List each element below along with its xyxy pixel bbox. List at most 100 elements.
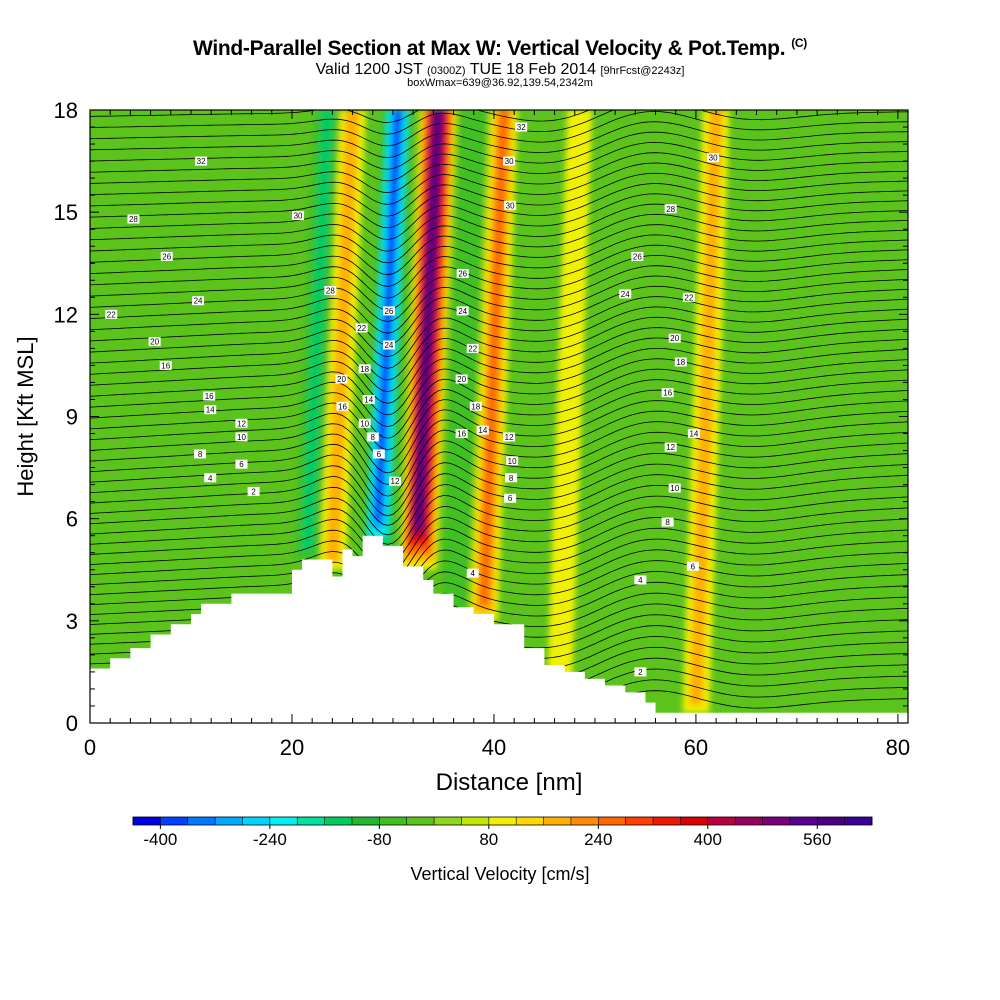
contour-label: 16 bbox=[661, 388, 674, 398]
theta-contour-line bbox=[90, 538, 908, 602]
contour-label: 26 bbox=[382, 306, 395, 316]
contour-label-text: 6 bbox=[691, 562, 696, 571]
contour-label-text: 8 bbox=[509, 474, 514, 483]
colorbar-tick-label: 400 bbox=[694, 830, 722, 849]
contour-label-bg bbox=[634, 575, 647, 585]
theta-contour-line bbox=[90, 327, 908, 393]
colorbar-swatch bbox=[242, 817, 271, 825]
contour-label-bg bbox=[466, 568, 479, 578]
contour-label: 12 bbox=[503, 432, 516, 442]
colorbar-swatch bbox=[269, 817, 298, 825]
contour-label-bg bbox=[505, 473, 518, 483]
contour-label-text: 6 bbox=[377, 450, 382, 459]
contour-label: 22 bbox=[105, 309, 118, 319]
theta-contour-line bbox=[90, 172, 908, 217]
contour-label-bg bbox=[503, 156, 516, 166]
contour-label-text: 2 bbox=[251, 487, 256, 496]
contour-label-text: 6 bbox=[508, 494, 513, 503]
contour-label-bg bbox=[382, 306, 395, 316]
contour-label-text: 26 bbox=[384, 307, 393, 316]
contour-label-bg bbox=[707, 153, 720, 163]
y-tick-label: 6 bbox=[66, 507, 78, 532]
contour-label-text: 14 bbox=[364, 395, 373, 404]
contour-label: 16 bbox=[203, 391, 216, 401]
y-tick-label: 0 bbox=[66, 711, 78, 736]
theta-contour-line bbox=[90, 110, 591, 123]
velocity-band bbox=[325, 110, 360, 562]
contour-label-text: 30 bbox=[505, 157, 514, 166]
contour-label-bg bbox=[634, 667, 647, 677]
contour-label-text: 4 bbox=[638, 576, 643, 585]
theta-contour-line bbox=[90, 141, 908, 182]
contour-label: 14 bbox=[204, 405, 217, 415]
theta-contour-line bbox=[90, 213, 908, 264]
chart-title: Wind-Parallel Section at Max W: Vertical… bbox=[0, 36, 1000, 61]
contour-label: 6 bbox=[686, 561, 699, 571]
colorbar-swatch bbox=[406, 817, 435, 825]
contour-label-bg bbox=[455, 374, 468, 384]
colorbar-swatch bbox=[789, 817, 818, 825]
theta-contour-line bbox=[90, 431, 908, 507]
contour-label: 16 bbox=[159, 360, 172, 370]
theta-contour-line bbox=[90, 193, 908, 240]
theta-contour-line bbox=[90, 484, 908, 555]
contour-label-bg bbox=[358, 364, 371, 374]
colorbar: -400 -240 -80 80 240 400 560 Vertical Velocity … bbox=[132, 816, 873, 884]
contour-label: 28 bbox=[324, 285, 337, 295]
contour-label-text: 20 bbox=[457, 375, 466, 384]
contour-label: 18 bbox=[674, 357, 687, 367]
contour-label: 24 bbox=[382, 340, 395, 350]
y-tick-label: 9 bbox=[66, 405, 78, 430]
contour-label-bg bbox=[127, 214, 140, 224]
contour-label-bg bbox=[668, 333, 681, 343]
contour-label-text: 4 bbox=[208, 474, 213, 483]
contour-label-text: 22 bbox=[468, 344, 477, 353]
contour-label-bg bbox=[504, 493, 517, 503]
contour-label-bg bbox=[506, 456, 519, 466]
contour-label-text: 18 bbox=[360, 365, 369, 374]
axes: 0 20 40 60 80 0 3 6 9 12 15 18 Distance [nm] Height [… bbox=[13, 98, 910, 796]
colorbar-swatch bbox=[160, 817, 189, 825]
colorbar-swatch bbox=[762, 817, 791, 825]
contour-label-text: 22 bbox=[684, 293, 693, 302]
theta-contour-line bbox=[90, 224, 908, 276]
contour-label-text: 26 bbox=[162, 252, 171, 261]
contour-label: 12 bbox=[664, 442, 677, 452]
contour-label: 24 bbox=[456, 306, 469, 316]
x-tick-label: 0 bbox=[84, 735, 96, 760]
colorbar-swatch bbox=[187, 817, 216, 825]
contour-label-text: 16 bbox=[338, 402, 347, 411]
colorbar-swatch bbox=[351, 817, 380, 825]
contour-label-text: 28 bbox=[666, 205, 675, 214]
contour-label: 20 bbox=[148, 337, 161, 347]
contour-label: 2 bbox=[634, 667, 647, 677]
contour-label-text: 10 bbox=[670, 484, 679, 493]
contour-label-text: 12 bbox=[505, 433, 514, 442]
contour-label-text: 24 bbox=[384, 341, 393, 350]
box-wmax-line: boxWmax=639@36.92,139.54,2342m bbox=[407, 77, 593, 89]
contour-label: 8 bbox=[505, 473, 518, 483]
contour-label-text: 10 bbox=[508, 457, 517, 466]
contour-label: 26 bbox=[160, 251, 173, 261]
contour-label-text: 10 bbox=[237, 433, 246, 442]
terrain bbox=[90, 535, 908, 723]
contour-label: 16 bbox=[455, 429, 468, 439]
theta-contour-line bbox=[90, 265, 908, 322]
contour-label: 30 bbox=[707, 153, 720, 163]
contour-label: 12 bbox=[388, 476, 401, 486]
theta-contour-line bbox=[90, 368, 908, 439]
contour-label-bg bbox=[504, 200, 517, 210]
contour-label-bg bbox=[292, 211, 305, 221]
contour-label-bg bbox=[476, 425, 489, 435]
contour-label: 30 bbox=[504, 200, 517, 210]
colorbar-tick-label: 80 bbox=[479, 830, 498, 849]
colorbar-swatch bbox=[735, 817, 763, 825]
colorbar-swatch bbox=[434, 817, 462, 825]
contour-label-text: 8 bbox=[665, 518, 670, 527]
contour-label-bg bbox=[382, 340, 395, 350]
contour-label: 10 bbox=[506, 456, 519, 466]
colorbar-swatch bbox=[844, 817, 873, 825]
contour-label-bg bbox=[195, 156, 208, 166]
theta-contour-line bbox=[90, 560, 908, 621]
